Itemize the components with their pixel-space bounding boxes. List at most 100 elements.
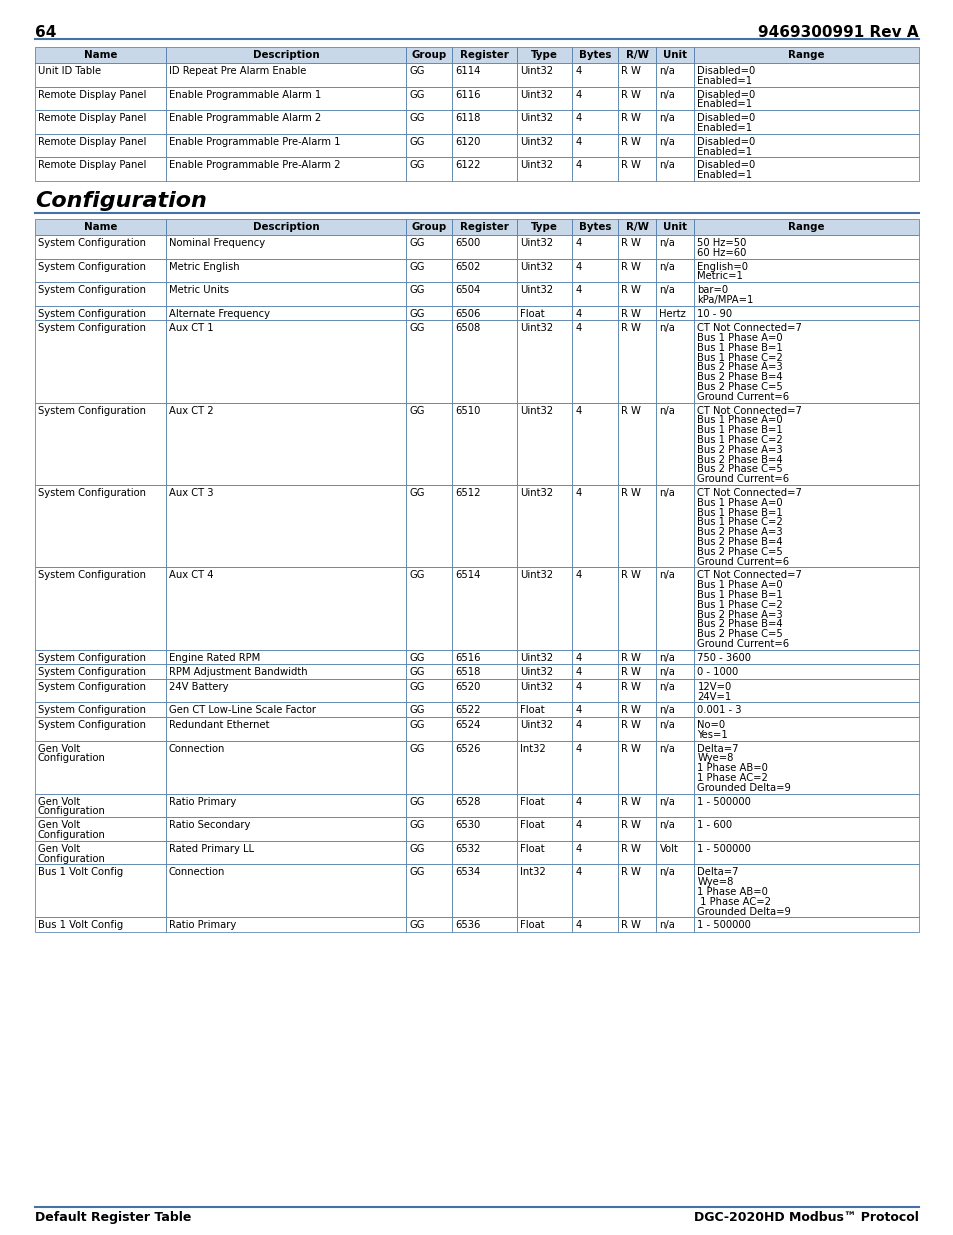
Text: Disabled=0: Disabled=0	[697, 114, 755, 124]
Bar	[166, 650, 406, 664]
Text: Uint32: Uint32	[519, 285, 553, 295]
Text: n/a: n/a	[659, 65, 675, 77]
Bar	[166, 918, 406, 932]
Bar	[35, 157, 166, 182]
Bar	[517, 664, 572, 679]
Bar	[35, 741, 166, 794]
Text: n/a: n/a	[659, 324, 675, 333]
Bar	[572, 679, 618, 703]
Text: 4: 4	[575, 137, 581, 147]
Bar	[452, 841, 517, 864]
Bar	[35, 86, 166, 110]
Bar	[572, 47, 618, 63]
Text: Disabled=0: Disabled=0	[697, 65, 755, 77]
Text: GG: GG	[409, 571, 424, 580]
Text: R W: R W	[620, 238, 640, 248]
Text: Float: Float	[519, 797, 544, 806]
Bar	[656, 818, 694, 841]
Text: n/a: n/a	[659, 488, 675, 498]
Text: Range: Range	[788, 49, 824, 61]
Text: Unit ID Table: Unit ID Table	[38, 65, 101, 77]
Text: n/a: n/a	[659, 571, 675, 580]
Text: Name: Name	[84, 49, 117, 61]
Bar	[517, 703, 572, 718]
Text: Type: Type	[531, 49, 558, 61]
Text: 1 - 500000: 1 - 500000	[697, 844, 751, 853]
Text: Configuration: Configuration	[35, 191, 207, 211]
Text: Enabled=1: Enabled=1	[697, 75, 752, 85]
Text: Disabled=0: Disabled=0	[697, 90, 755, 100]
Bar	[452, 110, 517, 133]
Bar	[694, 235, 918, 258]
Text: 4: 4	[575, 161, 581, 170]
Text: Group: Group	[411, 49, 446, 61]
Bar	[618, 306, 656, 320]
Bar	[166, 841, 406, 864]
Bar	[406, 818, 452, 841]
Bar	[656, 320, 694, 403]
Text: Engine Rated RPM: Engine Rated RPM	[169, 653, 260, 663]
Text: ID Repeat Pre Alarm Enable: ID Repeat Pre Alarm Enable	[169, 65, 306, 77]
Text: Range: Range	[788, 222, 824, 232]
Text: Bus 2 Phase C=5: Bus 2 Phase C=5	[697, 382, 782, 391]
Bar	[656, 306, 694, 320]
Bar	[166, 320, 406, 403]
Bar	[166, 63, 406, 86]
Bar	[572, 703, 618, 718]
Text: GG: GG	[409, 324, 424, 333]
Bar	[166, 741, 406, 794]
Text: Bus 1 Phase A=0: Bus 1 Phase A=0	[697, 333, 782, 343]
Text: GG: GG	[409, 682, 424, 692]
Text: 4: 4	[575, 743, 581, 753]
Bar	[406, 63, 452, 86]
Text: Bus 2 Phase C=5: Bus 2 Phase C=5	[697, 464, 782, 474]
Bar	[406, 219, 452, 235]
Text: R W: R W	[620, 161, 640, 170]
Text: Bus 1 Phase A=0: Bus 1 Phase A=0	[697, 580, 782, 590]
Bar	[694, 110, 918, 133]
Bar	[517, 283, 572, 306]
Text: 6532: 6532	[455, 844, 480, 853]
Text: n/a: n/a	[659, 820, 675, 830]
Text: Aux CT 3: Aux CT 3	[169, 488, 213, 498]
Text: Bus 2 Phase C=5: Bus 2 Phase C=5	[697, 547, 782, 557]
Bar	[694, 86, 918, 110]
Text: 4: 4	[575, 720, 581, 730]
Text: 6120: 6120	[455, 137, 480, 147]
Bar	[656, 157, 694, 182]
Text: Bus 1 Phase B=1: Bus 1 Phase B=1	[697, 590, 782, 600]
Text: Bytes: Bytes	[578, 49, 611, 61]
Bar	[656, 133, 694, 157]
Bar	[517, 306, 572, 320]
Bar	[517, 403, 572, 485]
Text: 4: 4	[575, 262, 581, 272]
Text: 60 Hz=60: 60 Hz=60	[697, 248, 746, 258]
Bar	[406, 403, 452, 485]
Bar	[694, 283, 918, 306]
Bar	[618, 679, 656, 703]
Text: Aux CT 4: Aux CT 4	[169, 571, 213, 580]
Text: Delta=7: Delta=7	[697, 867, 739, 877]
Text: Bus 2 Phase C=5: Bus 2 Phase C=5	[697, 630, 782, 640]
Text: 6518: 6518	[455, 667, 480, 678]
Bar	[694, 841, 918, 864]
Bar	[406, 918, 452, 932]
Bar	[452, 568, 517, 650]
Text: kPa/MPA=1: kPa/MPA=1	[697, 295, 753, 305]
Bar	[694, 219, 918, 235]
Bar	[694, 63, 918, 86]
Bar	[694, 718, 918, 741]
Text: Configuration: Configuration	[38, 806, 106, 816]
Text: R W: R W	[620, 867, 640, 877]
Text: GG: GG	[409, 488, 424, 498]
Text: GG: GG	[409, 114, 424, 124]
Bar	[572, 718, 618, 741]
Text: R/W: R/W	[625, 49, 648, 61]
Bar	[166, 157, 406, 182]
Text: 6516: 6516	[455, 653, 480, 663]
Bar	[517, 679, 572, 703]
Bar	[35, 110, 166, 133]
Bar	[452, 306, 517, 320]
Text: n/a: n/a	[659, 285, 675, 295]
Text: Enable Programmable Pre-Alarm 2: Enable Programmable Pre-Alarm 2	[169, 161, 340, 170]
